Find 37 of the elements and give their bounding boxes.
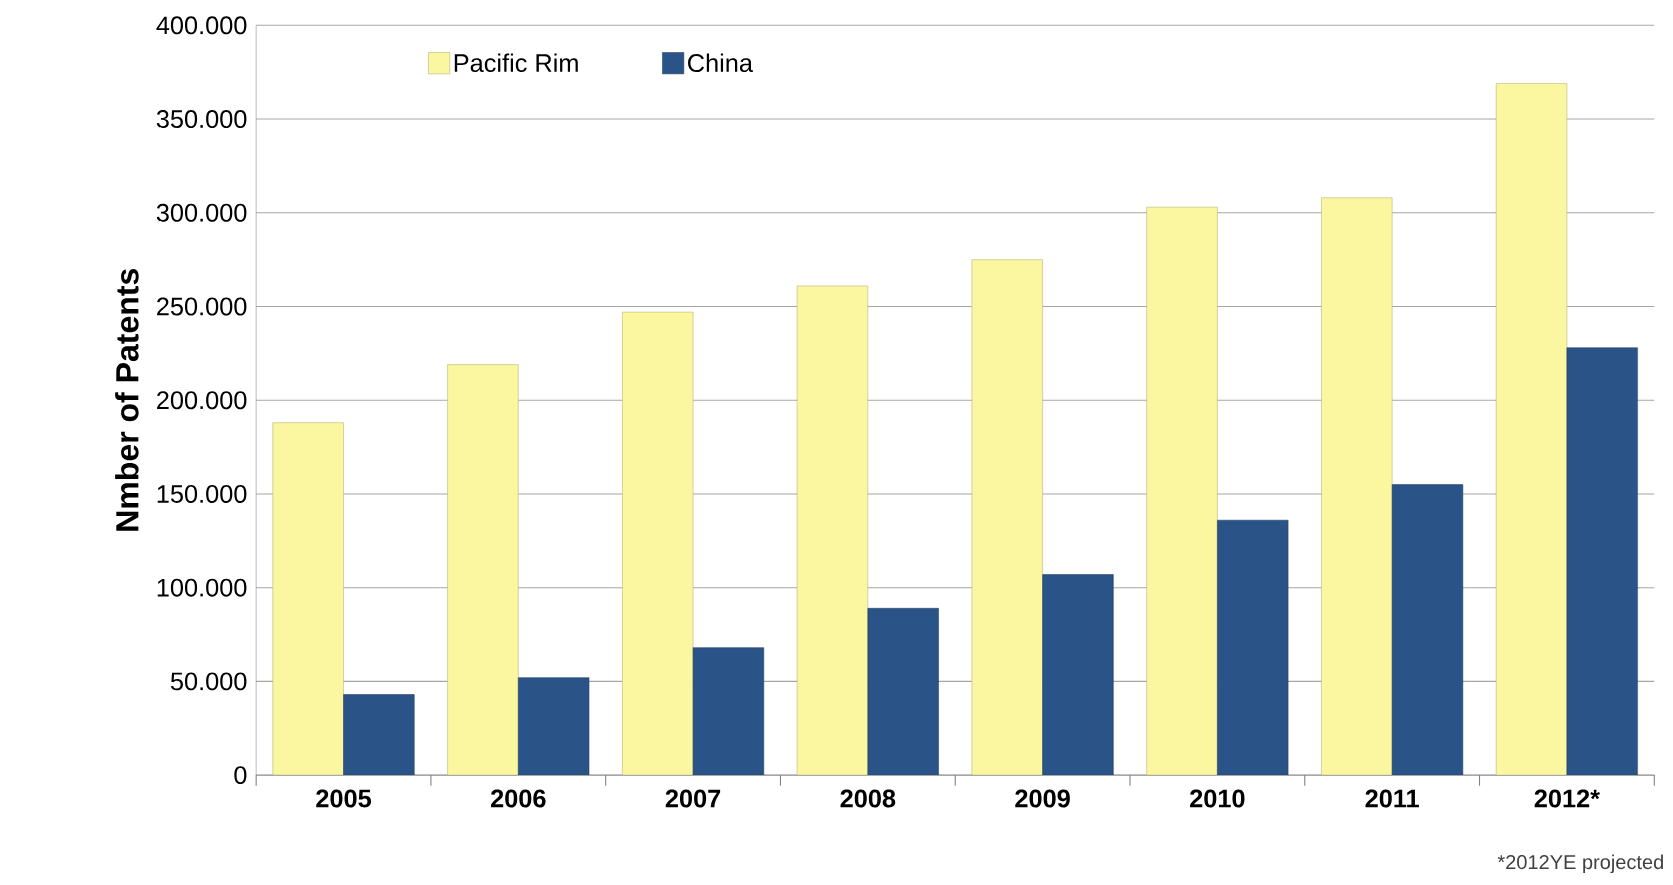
y-tick-label: 50.000 [170, 672, 247, 691]
x-tick-label: 2009 [1015, 789, 1070, 808]
bar [1321, 197, 1393, 776]
bar [343, 694, 415, 776]
y-tick-label: 200.000 [157, 391, 247, 410]
bar [971, 259, 1043, 776]
y-tick-label: 0 [234, 766, 247, 785]
bar [1391, 484, 1464, 776]
x-tick-label: 2005 [316, 789, 372, 808]
bar [447, 364, 519, 776]
legend-label: China [688, 53, 753, 73]
bar [1495, 83, 1568, 776]
y-tick-label: 150.000 [157, 485, 247, 504]
x-tick-label: 2008 [840, 789, 896, 808]
bar [1566, 347, 1638, 776]
y-tick-label: 100.000 [157, 578, 247, 597]
x-tick-label: 2010 [1190, 789, 1245, 808]
text: *2012YE projected [1497, 854, 1663, 874]
bar [1042, 574, 1114, 776]
bar [622, 312, 694, 776]
legend-label: Pacific Rim [454, 53, 578, 73]
y-tick-label: 350.000 [156, 110, 247, 129]
y-axis-title: Nmber of Patents [115, 269, 139, 531]
x-tick-label: 2006 [490, 789, 546, 808]
x-tick-label: 2007 [665, 789, 721, 808]
bar [1146, 207, 1218, 776]
x-tick-label: 2012* [1534, 789, 1600, 808]
bar [692, 647, 765, 776]
bar [518, 677, 590, 776]
bar [1217, 520, 1289, 776]
bar [272, 422, 344, 776]
y-tick-label: 250.000 [157, 297, 247, 316]
x-tick-label: 2011 [1365, 789, 1419, 808]
y-tick-label: 300.000 [156, 204, 247, 222]
bar [796, 285, 869, 776]
bar [867, 608, 939, 776]
y-tick-label: 400.000 [156, 16, 247, 35]
